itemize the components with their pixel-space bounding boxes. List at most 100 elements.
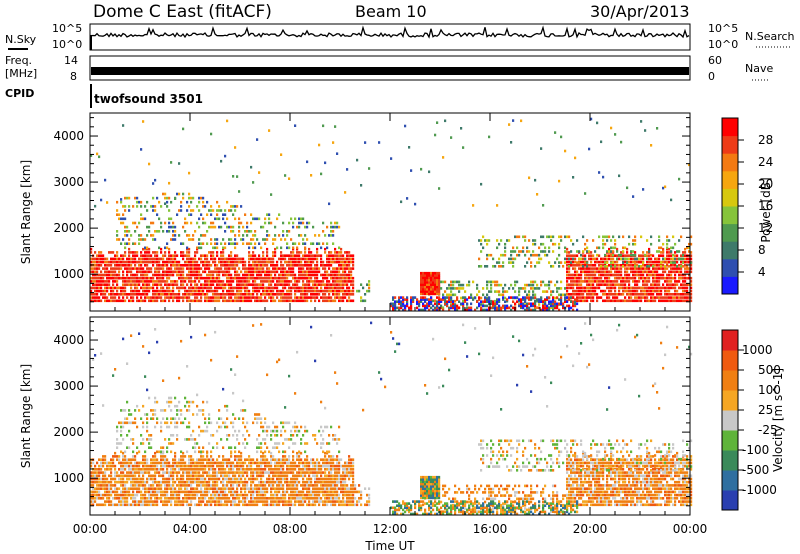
echo-cell	[232, 257, 235, 261]
echo-cell	[576, 276, 579, 280]
echo-cell	[328, 202, 331, 206]
echo-cell	[166, 425, 169, 429]
echo-cell	[128, 257, 131, 261]
echo-cell	[206, 296, 209, 299]
echo-cell	[522, 287, 525, 290]
echo-cell	[344, 260, 347, 264]
echo-cell	[122, 455, 125, 458]
echo-cell	[498, 242, 501, 246]
echo-cell	[214, 299, 217, 303]
echo-cell	[126, 400, 129, 404]
echo-cell	[172, 283, 175, 286]
echo-cell	[246, 293, 249, 296]
echo-cell	[166, 464, 169, 468]
echo-cell	[142, 468, 145, 471]
echo-cell	[212, 273, 215, 277]
echo-cell	[620, 293, 623, 296]
echo-cell	[160, 286, 163, 290]
echo-cell	[626, 276, 629, 280]
echo-cell	[676, 296, 679, 299]
echo-cell	[552, 296, 555, 299]
echo-cell	[230, 296, 233, 299]
echo-cell	[280, 264, 283, 267]
echo-cell	[336, 251, 339, 254]
echo-cell	[168, 438, 171, 441]
echo-cell	[596, 121, 599, 125]
echo-cell	[506, 290, 509, 293]
echo-cell	[352, 264, 355, 267]
echo-cell	[148, 471, 151, 474]
echo-cell	[248, 251, 251, 254]
echo-cell	[122, 464, 125, 468]
echo-cell	[424, 283, 427, 286]
echo-cell	[210, 205, 213, 208]
echo-cell	[222, 217, 225, 221]
echo-cell	[176, 461, 179, 465]
echo-cell	[202, 221, 205, 225]
echo-cell	[238, 257, 241, 261]
echo-cell	[228, 260, 231, 264]
echo-cell	[148, 257, 151, 261]
echo-cell	[92, 500, 95, 503]
echo-cell	[630, 257, 633, 261]
echo-cell	[690, 264, 693, 267]
echo-cell	[198, 293, 201, 296]
echo-cell	[350, 280, 353, 283]
echo-cell	[590, 273, 593, 277]
echo-cell	[104, 280, 107, 283]
echo-cell	[434, 302, 437, 306]
echo-cell	[366, 289, 369, 293]
echo-cell	[338, 283, 341, 286]
echo-cell	[122, 451, 125, 455]
echo-cell	[102, 464, 105, 468]
echo-cell	[172, 442, 175, 445]
echo-cell	[502, 287, 505, 290]
echo-cell	[158, 200, 161, 204]
echo-cell	[92, 260, 95, 264]
echo-cell	[496, 290, 499, 293]
echo-cell	[672, 253, 675, 257]
echo-cell	[260, 296, 263, 299]
echo-cell	[234, 270, 237, 274]
echo-cell	[436, 306, 439, 310]
echo-cell	[640, 273, 643, 277]
echo-cell	[622, 254, 625, 257]
echo-cell	[172, 458, 175, 461]
echo-cell	[214, 289, 217, 293]
echo-cell	[240, 286, 243, 290]
echo-cell	[156, 280, 159, 283]
echo-cell	[140, 490, 143, 494]
echo-cell	[294, 280, 297, 283]
echo-cell	[94, 204, 97, 208]
echo-cell	[166, 400, 169, 404]
echo-cell	[344, 267, 347, 270]
echo-cell	[146, 200, 149, 204]
echo-cell	[162, 464, 165, 468]
echo-cell	[246, 296, 249, 299]
echo-cell	[426, 302, 429, 306]
echo-cell	[444, 290, 447, 293]
echo-cell	[294, 286, 297, 290]
echo-cell	[432, 283, 435, 286]
echo-cell	[94, 260, 97, 264]
echo-cell	[294, 260, 297, 264]
echo-cell	[294, 124, 297, 127]
echo-cell	[154, 267, 157, 270]
echo-cell	[140, 471, 143, 474]
echo-cell	[652, 276, 655, 280]
echo-cell	[102, 474, 105, 478]
echo-cell	[532, 308, 535, 312]
echo-cell	[642, 251, 645, 254]
echo-cell	[326, 299, 329, 303]
echo-cell	[646, 270, 649, 274]
echo-cell	[324, 267, 327, 270]
echo-cell	[188, 192, 191, 196]
echo-cell	[92, 280, 95, 283]
echo-cell	[558, 293, 561, 297]
echo-cell	[442, 156, 445, 159]
echo-cell	[578, 264, 581, 267]
echo-cell	[574, 264, 577, 267]
echo-cell	[584, 242, 587, 246]
echo-cell	[586, 261, 589, 264]
echo-cell	[334, 273, 337, 277]
